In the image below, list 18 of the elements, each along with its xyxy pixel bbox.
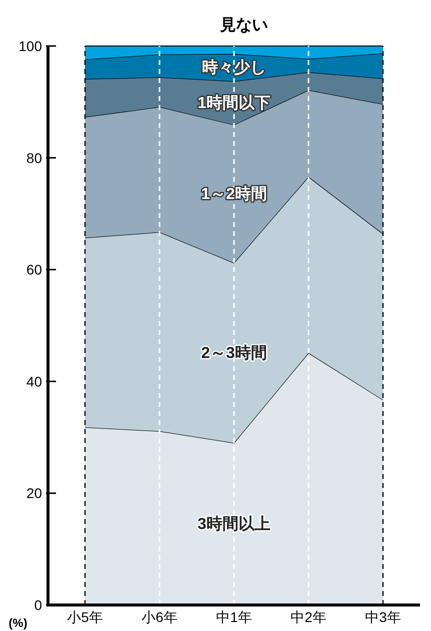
y-tick-label: 20 — [26, 485, 42, 502]
y-tick-label: 60 — [26, 262, 42, 278]
series-label: 時々少し — [202, 58, 266, 77]
series-label: 見ない — [219, 17, 268, 34]
series-label: 1時間以下 — [198, 94, 270, 112]
x-tick-label: 小6年 — [142, 609, 178, 625]
y-tick-label: 80 — [26, 150, 42, 166]
y-tick-label: 40 — [26, 373, 42, 390]
series-label: 1～2時間 — [201, 184, 267, 203]
x-tick-label: 小5年 — [67, 609, 103, 625]
x-tick-label: 中1年 — [216, 609, 252, 625]
x-tick-label: 中3年 — [365, 609, 401, 625]
series-label: 3時間以上 — [198, 514, 270, 533]
y-tick-label: 0 — [34, 597, 42, 613]
series-label: 2～3時間 — [201, 344, 267, 362]
y-tick-label: 100 — [18, 38, 42, 54]
y-axis-title: (%) — [8, 616, 28, 630]
x-tick-label: 中2年 — [290, 609, 326, 625]
